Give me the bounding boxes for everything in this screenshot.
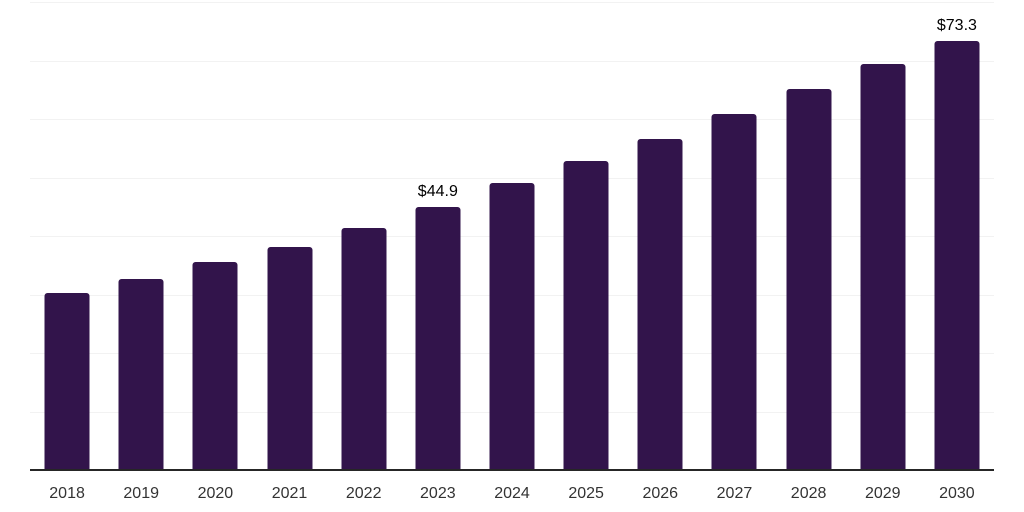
band-2021 [252,2,326,470]
x-axis-labels: 2018 2019 2020 2021 2022 2023 2024 2025 2026 2027… [30,485,994,505]
x-tick-2020: 2020 [197,485,234,502]
bar-2028 [786,89,832,470]
value-label-2030: $73.3 [936,17,977,35]
band-2018 [30,2,104,470]
x-tick-2022: 2022 [345,485,382,502]
band-2023: $44.9 [401,2,475,470]
x-tick-2028: 2028 [790,485,827,502]
band-2020 [178,2,252,470]
bar-2030 [934,41,980,470]
band-2027 [697,2,771,470]
band-2022 [327,2,401,470]
bar-2022 [341,228,387,470]
bar-2024 [489,182,535,470]
band-2029 [846,2,920,470]
bar-2026 [637,139,683,470]
x-tick-2027: 2027 [716,485,753,502]
x-tick-2029: 2029 [864,485,901,502]
gridline-80 [30,2,994,3]
bar-2021 [267,246,313,470]
bar-2025 [563,161,609,470]
bar-2018 [44,292,90,470]
band-2028 [772,2,846,470]
gridline-70 [30,60,994,62]
bar-2019 [118,279,164,470]
x-tick-2023: 2023 [420,485,456,502]
x-tick-2025: 2025 [568,485,604,502]
band-2024 [475,2,549,470]
x-tick-2018: 2018 [49,485,85,502]
bar-2023 [415,207,461,470]
band-2019 [104,2,178,470]
bar-2027 [711,113,757,470]
gridline-50 [30,177,994,179]
value-label-2023: $44.9 [417,183,458,201]
band-2025 [549,2,623,470]
bar-2020 [192,262,238,470]
x-tick-2030: 2030 [939,485,975,502]
bar-2029 [860,64,906,470]
gridline-60 [30,119,994,120]
x-axis-line [30,469,994,471]
x-tick-2019: 2019 [123,485,159,502]
x-tick-2021: 2021 [271,485,308,502]
band-2030: $73.3 [920,2,994,470]
band-2026 [623,2,697,470]
plot-area: $44.9 $73.3 [30,2,994,471]
x-tick-2024: 2024 [494,485,530,502]
x-tick-2026: 2026 [642,485,679,502]
